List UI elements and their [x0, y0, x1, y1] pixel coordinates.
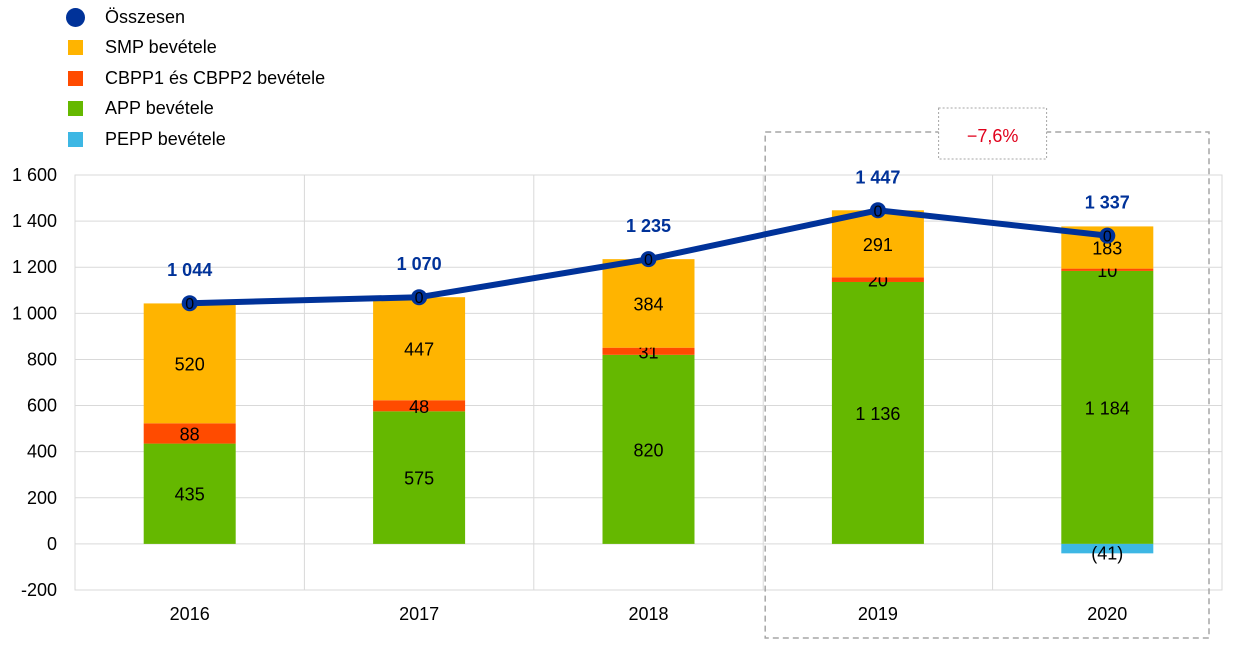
legend-item-total: Összesen: [60, 2, 325, 33]
bar-smp: [143, 303, 236, 424]
legend-label-app: APP bevétele: [105, 98, 214, 119]
bar-label-app: 1 136: [855, 404, 900, 424]
x-tick-label: 2019: [858, 604, 898, 624]
y-tick-label: 1 400: [12, 211, 57, 231]
y-tick-label: 1 600: [12, 165, 57, 185]
bar-label-pepp: (41): [1091, 543, 1123, 563]
annotation-label: −7,6%: [967, 126, 1019, 146]
y-tick-label: 200: [27, 488, 57, 508]
legend-swatch-cbpp: [68, 70, 83, 86]
bar-app: [831, 281, 924, 544]
bar-label-cbpp: 88: [180, 424, 200, 444]
legend-swatch-pepp: [68, 131, 83, 147]
x-tick-label: 2020: [1087, 604, 1127, 624]
bar-cbpp: [602, 347, 695, 355]
x-tick-label: 2017: [399, 604, 439, 624]
bar-label-smp: 384: [633, 294, 663, 314]
y-tick-label: 0: [47, 534, 57, 554]
y-tick-label: 600: [27, 396, 57, 416]
line-value-label: 1 447: [855, 167, 900, 187]
legend-swatch-app: [68, 101, 83, 117]
legend-label-pepp: PEPP bevétele: [105, 128, 226, 149]
bar-label-smp: 291: [863, 235, 893, 255]
bar-smp: [831, 210, 924, 278]
bar-label-smp: 447: [404, 340, 434, 360]
bar-app: [1061, 270, 1154, 544]
line-marker-total: [640, 251, 657, 268]
bar-cbpp: [1061, 268, 1154, 271]
y-tick-label: 1 000: [12, 303, 57, 323]
legend-swatch-smp: [68, 40, 83, 56]
bar-smp: [373, 297, 466, 401]
bar-label-app: 435: [175, 485, 205, 505]
bar-app: [602, 354, 695, 544]
bar-label-smp: 183: [1092, 239, 1122, 259]
bar-app: [143, 443, 236, 544]
bar-label-cbpp: 48: [409, 397, 429, 417]
line-marker-label: 0: [415, 290, 424, 307]
line-marker-total: [1099, 227, 1116, 244]
y-tick-label: 1 200: [12, 257, 57, 277]
legend-item-app: APP bevétele: [60, 94, 325, 125]
line-marker-total: [181, 295, 198, 312]
bar-pepp: [1061, 543, 1154, 554]
chart-legend: Összesen SMP bevétele CBPP1 és CBPP2 bev…: [60, 2, 325, 155]
bar-label-smp: 520: [175, 354, 205, 374]
bar-cbpp: [143, 423, 236, 444]
line-marker-label: 0: [644, 252, 653, 269]
y-tick-label: 800: [27, 349, 57, 369]
line-marker-label: 0: [1103, 229, 1112, 246]
bar-cbpp: [373, 400, 466, 412]
y-tick-label: 400: [27, 442, 57, 462]
bar-label-app: 575: [404, 469, 434, 489]
x-tick-label: 2018: [628, 604, 668, 624]
legend-item-smp: SMP bevétele: [60, 33, 325, 64]
legend-item-cbpp: CBPP1 és CBPP2 bevétele: [60, 63, 325, 94]
line-marker-total: [869, 202, 886, 219]
bar-label-app: 820: [633, 440, 663, 460]
legend-label-cbpp: CBPP1 és CBPP2 bevétele: [105, 67, 326, 88]
line-value-label: 1 070: [397, 254, 442, 274]
legend-label-smp: SMP bevétele: [105, 37, 217, 58]
bar-cbpp: [831, 277, 924, 282]
line-marker-label: 0: [185, 296, 194, 313]
bar-app: [373, 411, 466, 544]
legend-label-total: Összesen: [105, 6, 186, 27]
legend-item-pepp: PEPP bevétele: [60, 124, 325, 155]
line-value-label: 1 044: [167, 260, 212, 280]
line-value-label: 1 337: [1085, 193, 1130, 213]
x-tick-label: 2016: [170, 604, 210, 624]
legend-swatch-total: [66, 7, 85, 27]
line-marker-total: [411, 289, 428, 306]
y-tick-label: -200: [21, 580, 57, 600]
line-marker-label: 0: [873, 203, 882, 220]
line-value-label: 1 235: [626, 216, 671, 236]
bar-smp: [602, 259, 695, 348]
annotation-label-box: [938, 107, 1048, 160]
bar-label-app: 1 184: [1085, 398, 1130, 418]
